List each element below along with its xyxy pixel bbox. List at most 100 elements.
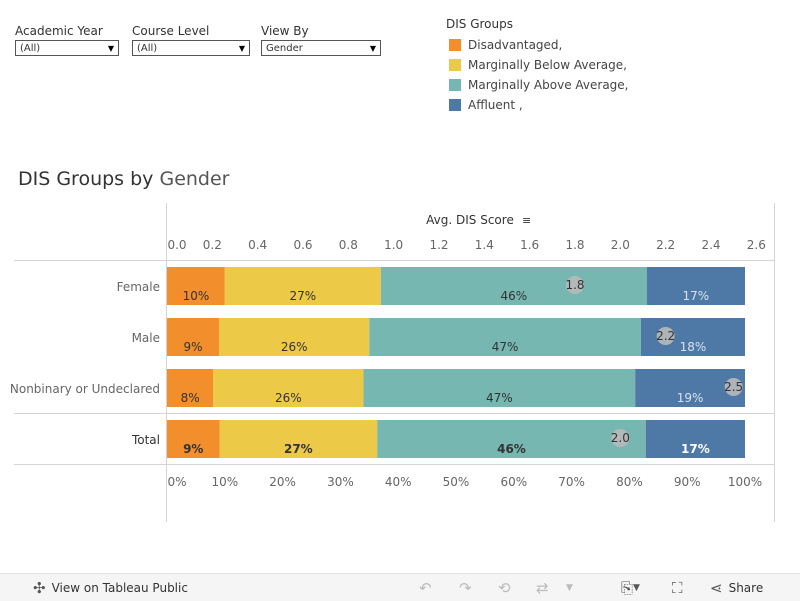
revert-icon[interactable]: ⟲ [498,578,511,597]
bar-data-label: 17% [683,289,710,303]
bar-segment [646,267,745,305]
avg-score-marker [656,327,675,345]
stacked-bar-chart: Avg. DIS Score ≡ 0.0 0.2 0.4 0.6 0.8 1.0 1.2 1.4 1… [10,203,775,522]
bar-segment [167,318,220,356]
share-icon: ⋖ [710,578,723,597]
legend-title: DIS Groups [446,17,513,31]
filter-view-by: View By Gender ▼ [261,24,381,56]
filter-academic-year: Academic Year (All) ▼ [15,24,119,56]
bar-data-label: 9% [183,442,203,456]
bottom-axis-tick-label: 80% [616,475,643,489]
bottom-axis-tick-label: 60% [500,475,527,489]
bar-segment [213,369,364,407]
top-axis-tick-label: 0.0 [167,238,186,252]
top-axis-tick-label: 0.8 [339,238,358,252]
top-axis-tick-label: 0.6 [293,238,312,252]
sort-icon: ≡ [522,214,531,227]
share-label: Share [728,580,764,595]
legend-label: Marginally Below Average, [468,58,627,72]
bar-segment [167,369,214,407]
chart-title: DIS Groups by Gender [18,168,230,190]
bar-segment [219,318,370,356]
view-by-select[interactable]: Gender ▼ [261,40,381,56]
bar-segment [377,420,646,458]
dropdown-arrow-icon: ▼ [107,43,114,53]
bar-segment [224,267,381,305]
legend-item-marginally-above[interactable]: Marginally Above Average, [446,75,628,95]
share-button[interactable]: ⋖ Share [710,579,763,597]
top-axis-tick-label: 0.2 [203,238,222,252]
top-axis-tick-label: 1.6 [520,238,539,252]
bar-data-label: 26% [275,391,302,405]
bar-segment [167,267,225,305]
top-axis-tick-label: 1.2 [429,238,448,252]
legend: DIS Groups Disadvantaged, Marginally Bel… [446,17,628,115]
category-label: Female [117,280,160,294]
bottom-axis-tick-label: 40% [385,475,412,489]
legend-item-marginally-below[interactable]: Marginally Below Average, [446,55,628,75]
bottom-axis-tick-label: 0% [167,475,186,489]
course-level-select[interactable]: (All) ▼ [132,40,250,56]
top-axis-tick-label: 2.0 [611,238,630,252]
category-label: Total [131,433,160,447]
bottom-axis-tick-label: 50% [443,475,470,489]
top-axis-tick-label: 1.0 [384,238,403,252]
academic-year-select[interactable]: (All) ▼ [15,40,119,56]
top-axis-tick-label: 2.6 [747,238,766,252]
avg-score-marker [724,378,743,396]
undo-icon[interactable]: ↶ [419,578,432,597]
legend-swatch [449,59,461,71]
bottom-axis-tick-label: 30% [327,475,354,489]
legend-label: Affluent , [468,98,523,112]
top-axis-tick-label: 2.4 [701,238,720,252]
category-label: Nonbinary or Undeclared [10,382,160,396]
refresh-icon[interactable]: ⇄ [536,578,549,597]
bottom-axis-tick-label: 20% [269,475,296,489]
avg-score-label: 1.8 [565,278,584,292]
bar-segment [380,267,647,305]
legend-swatch [449,39,461,51]
dropdown-arrow-icon: ▼ [369,43,376,53]
legend-swatch [449,99,461,111]
avg-score-label: 2.0 [611,431,630,445]
bar-segment [219,420,378,458]
filter-label: View By [261,24,309,38]
legend-label: Marginally Above Average, [468,78,629,92]
avg-score-label: 2.5 [724,380,743,394]
bar-data-label: 19% [677,391,704,405]
avg-score-marker [566,276,584,294]
select-value: (All) [137,42,158,54]
bottom-axis-tick-label: 90% [674,475,701,489]
top-axis-tick-label: 1.8 [565,238,584,252]
redo-icon[interactable]: ↷ [459,578,472,597]
bar-data-label: 18% [680,340,707,354]
view-on-tableau-button[interactable]: ✣ View on Tableau Public [33,579,188,597]
select-value: (All) [20,42,41,54]
bar-data-label: 17% [681,442,710,456]
footer-toolbar: ✣ View on Tableau Public ↶ ↷ ⟲ ⇄ ▼ ⎘ ▼ ⛶ … [0,573,800,601]
download-icon[interactable]: ⎘ ▼ [621,578,640,597]
bar-data-label: 26% [281,340,308,354]
bar-data-label: 47% [492,340,519,354]
top-axis-tick-label: 0.4 [248,238,267,252]
bar-data-label: 10% [183,289,210,303]
bar-data-label: 9% [183,340,202,354]
legend-item-disadvantaged[interactable]: Disadvantaged, [446,35,628,55]
category-label: Male [132,331,160,345]
chart-title-main: DIS Groups by [18,168,154,190]
bar-segment [645,420,745,458]
refresh-dropdown-icon[interactable]: ▼ [566,582,573,593]
bottom-axis-tick-label: 70% [558,475,585,489]
bar-segment [167,420,220,458]
filter-label: Course Level [132,24,210,38]
bar-data-label: 27% [289,289,316,303]
legend-swatch [449,79,461,91]
filter-course-level: Course Level (All) ▼ [132,24,250,56]
top-axis-tick-label: 1.4 [475,238,494,252]
top-axis-tick-label: 2.2 [656,238,675,252]
avg-score-label: 2.2 [656,329,675,343]
bar-data-label: 27% [284,442,313,456]
top-axis-title: Avg. DIS Score [426,213,514,227]
legend-item-affluent[interactable]: Affluent , [446,95,628,115]
fullscreen-icon[interactable]: ⛶ [672,578,683,597]
